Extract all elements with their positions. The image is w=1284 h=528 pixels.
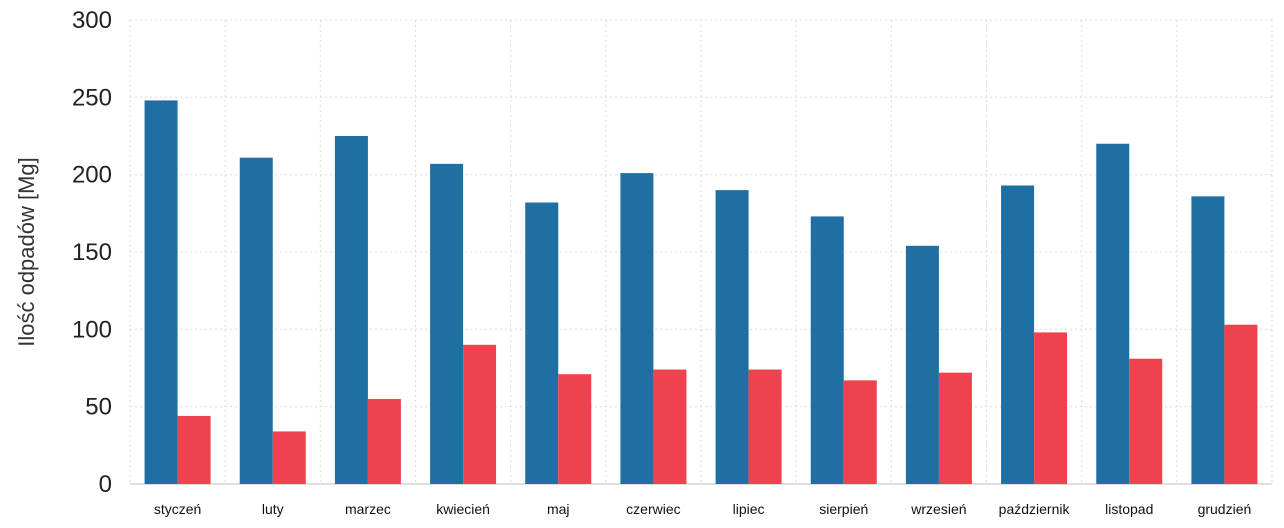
x-tick-label: sierpień [819, 501, 868, 517]
bar-series-2 [1224, 324, 1258, 484]
bar-series-1 [1001, 185, 1035, 484]
y-tick-label: 300 [72, 7, 112, 34]
y-axis-label: Ilość odpadów [Mg] [14, 157, 39, 347]
x-tick-label: luty [262, 501, 284, 517]
bar-series-2 [463, 344, 497, 484]
bar-series-2 [1129, 358, 1163, 484]
grid-lines [129, 19, 1273, 485]
bar-series-1 [715, 190, 749, 484]
bar-series-1 [525, 202, 559, 485]
bar-series-2 [653, 369, 687, 484]
bar-series-1 [905, 245, 939, 484]
x-tick-label: maj [547, 501, 570, 517]
bar-series-1 [144, 100, 178, 484]
y-tick-label: 0 [99, 471, 112, 498]
bar-series-1 [810, 216, 844, 484]
x-tick-label: marzec [345, 501, 391, 517]
bar-series-1 [334, 136, 368, 484]
bar-series-2 [1034, 332, 1068, 484]
y-tick-label: 250 [72, 84, 112, 111]
x-tick-label: czerwiec [626, 501, 680, 517]
bar-series-2 [558, 374, 592, 484]
x-tick-label: lipiec [733, 501, 765, 517]
x-tick-label: październik [999, 501, 1071, 517]
y-axis-ticks: 0 50 100 150 200 250 300 [72, 7, 112, 498]
bar-series-1 [239, 157, 273, 485]
y-tick-label: 50 [85, 394, 112, 421]
x-axis-ticks: styczeń luty marzec kwiecień maj czerwiec lipi… [154, 501, 1251, 517]
bar-series-1 [1096, 143, 1130, 484]
y-tick-label: 150 [72, 239, 112, 266]
bar-series-2 [748, 369, 782, 484]
y-tick-label: 200 [72, 162, 112, 189]
x-tick-label: listopad [1105, 501, 1153, 517]
bar-series-2 [938, 372, 972, 484]
bars [144, 100, 1258, 485]
bar-series-1 [620, 173, 654, 484]
x-tick-label: styczeń [154, 501, 201, 517]
x-tick-label: wrzesień [910, 501, 966, 517]
bar-series-2 [177, 415, 211, 484]
bar-series-2 [843, 380, 877, 484]
bar-series-2 [367, 398, 401, 484]
bar-series-2 [272, 431, 306, 484]
bar-series-1 [1191, 196, 1225, 484]
y-tick-label: 100 [72, 316, 112, 343]
x-tick-label: grudzień [1198, 501, 1252, 517]
x-tick-label: kwiecień [436, 501, 490, 517]
bar-series-1 [430, 163, 464, 484]
